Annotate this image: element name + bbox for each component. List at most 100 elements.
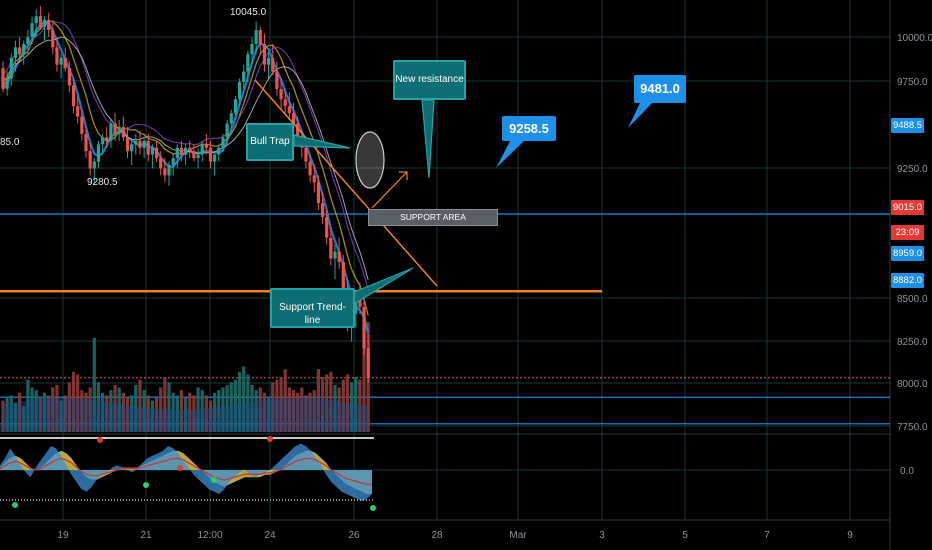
candle-body [167,165,171,176]
volume-bar [105,395,109,432]
candle-body [329,237,333,259]
volume-bar [291,390,296,432]
volume-bar [175,395,179,432]
candle-body [312,175,316,183]
candle-body [175,147,179,159]
candle-body [221,137,225,148]
candle-body [51,30,55,48]
volume-bar [196,387,200,432]
volume-bar [184,397,188,432]
volume-bar [279,377,283,432]
volume-bar [134,384,138,432]
support-trendline-callout[interactable]: Support Trend-line [270,288,355,328]
candle-body [113,123,117,134]
osc-tick-label: 0.0 [900,466,914,477]
bounce-arrow [371,171,408,209]
volume-bar [63,395,67,432]
volume-bar [167,382,171,432]
volume-ma-area [0,398,369,432]
volume-bar [208,400,213,432]
candle-body [341,261,345,290]
candle-body [179,147,184,155]
candle-body [146,140,150,155]
volume-bar [267,397,271,432]
candle-body [233,99,237,114]
price-label-9481[interactable]: 9481.0 [634,75,686,103]
candle-body [117,126,121,134]
candle-body [1,68,5,89]
candle-body [184,147,188,155]
volume-bar [254,390,258,432]
volume-bar [329,371,333,432]
volume-bar [130,395,134,432]
support-area-box[interactable]: SUPPORT AREA [368,209,498,226]
candle-body [142,140,146,148]
volume-bar [316,369,320,432]
moving-average-line [2,20,369,290]
oscillator-signal-dot [143,482,149,488]
volume-bar [337,387,341,432]
y-tick-label: 8500.0 [897,294,928,305]
volume-bar [296,392,300,432]
candle-body [59,57,63,65]
candle-body [105,137,109,141]
volume-bar [200,390,204,432]
new-resistance-callout[interactable]: New resistance [393,60,466,100]
volume-bar [18,392,22,432]
volume-bar [250,384,254,432]
candle-body [316,182,320,204]
candle-body [63,57,67,69]
price-axis-tag: 8882.0 [891,273,924,288]
volume-bar [150,400,154,432]
oscillator-signal-dot [177,465,183,471]
candle-body [242,71,246,82]
volume-bar [34,390,38,432]
bull-trap-ellipse [355,131,385,189]
candle-body [291,113,296,124]
price-label-9258[interactable]: 9258.5 [502,116,556,141]
volume-bar [192,395,196,432]
y-tick-label: 8250.0 [897,337,928,348]
candle-body [196,154,200,159]
volume-bar [345,374,350,432]
x-tick-label: Mar [509,530,527,541]
volume-bar [13,403,18,432]
bull-trap-callout[interactable]: Bull Trap [246,123,294,161]
candle-body [134,140,138,145]
candle-body [366,348,370,378]
candle-body [304,147,308,162]
volume-bar [92,337,96,432]
volume-bar [138,379,142,432]
price-axis-tag: 8959.0 [891,246,924,261]
volume-bar [84,392,88,432]
x-tick-label: 24 [264,530,276,541]
volume-bar [341,379,345,432]
candle-body [208,147,213,162]
volume-bar [42,392,47,432]
candle-body [200,144,204,155]
y-tick-label: 7750.0 [897,422,928,433]
support-area-label: SUPPORT AREA [400,212,466,222]
volume-bar [275,379,279,432]
volume-bar [233,379,237,432]
candle-body [109,123,113,141]
candle-body [337,251,341,262]
volume-bar [146,395,150,432]
volume-bar [350,382,354,432]
candle-body [258,30,262,44]
volume-bar [325,374,329,432]
low-price-label: 9280.5 [87,177,118,188]
oscillator-signal-dot [97,437,103,443]
x-tick-label: 19 [57,530,69,541]
volume-bar [283,369,287,432]
candle-body [225,123,229,138]
volume-bar [320,377,325,432]
candle-body [279,88,283,100]
candle-body [250,43,254,55]
volume-bar [213,392,217,432]
oscillator-signal-dot [370,505,376,511]
new-resistance-label: New resistance [395,74,464,85]
y-tick-label: 8000.0 [897,379,928,390]
